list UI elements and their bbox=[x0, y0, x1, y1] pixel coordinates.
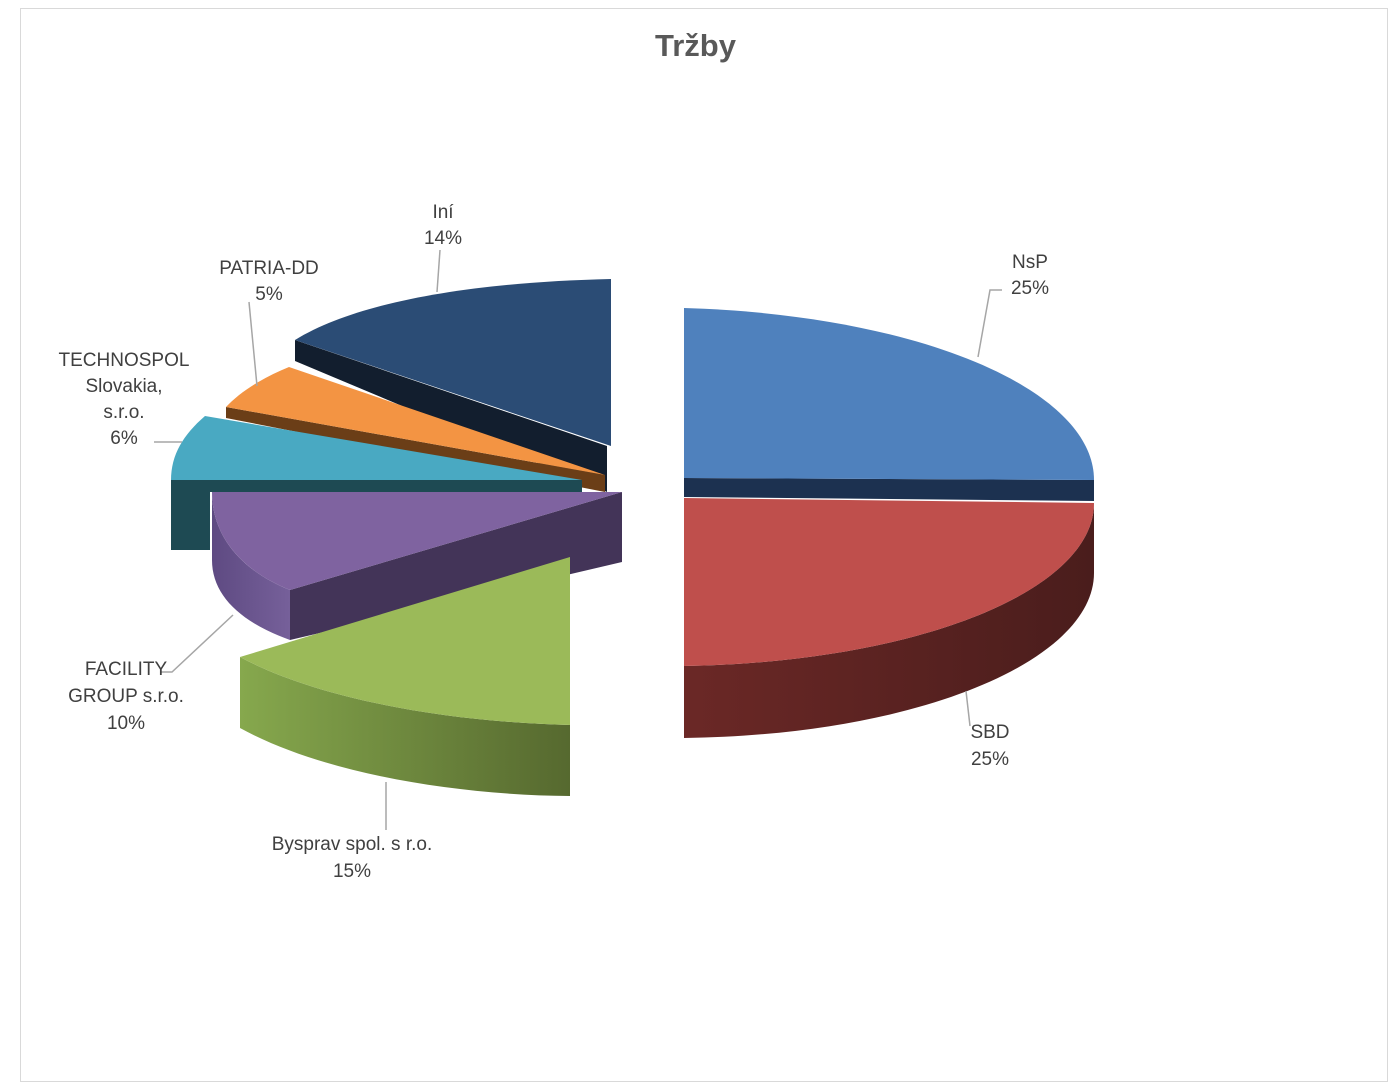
label-ini-name: Iní bbox=[432, 202, 454, 223]
label-patria-pct: 5% bbox=[255, 284, 283, 305]
slice-ini-top bbox=[295, 279, 611, 446]
slice-technospol-top bbox=[171, 416, 582, 480]
slice-patria-top bbox=[226, 367, 605, 475]
slice-bysprav-side bbox=[240, 657, 570, 796]
slice-nsp-top bbox=[684, 308, 1094, 480]
label-technospol-pct: 6% bbox=[110, 428, 138, 449]
slice-facility-top bbox=[212, 492, 622, 590]
slice-sbd[interactable] bbox=[684, 498, 1094, 738]
label-sbd-pct: 25% bbox=[971, 749, 1009, 770]
label-nsp-pct: 25% bbox=[1011, 278, 1049, 299]
label-sbd-name: SBD bbox=[970, 722, 1009, 743]
label-bysprav-pct: 15% bbox=[333, 861, 371, 882]
leader-line-ini bbox=[436, 249, 441, 293]
label-facility-name-line1: FACILITY bbox=[85, 659, 168, 680]
slice-facility-side-curve bbox=[212, 492, 290, 640]
label-technospol-name-line1: TECHNOSPOL bbox=[59, 350, 190, 371]
slice-facility[interactable] bbox=[212, 492, 622, 640]
leader-lines bbox=[154, 249, 1002, 830]
leader-line-sbd bbox=[965, 690, 971, 727]
label-patria-name: PATRIA-DD bbox=[219, 258, 319, 279]
slice-nsp[interactable] bbox=[684, 308, 1094, 501]
label-ini-pct: 14% bbox=[424, 228, 462, 249]
label-nsp-name: NsP bbox=[1012, 252, 1048, 273]
label-facility-pct: 10% bbox=[107, 713, 145, 734]
slice-nsp-side bbox=[684, 478, 1094, 501]
data-labels: NsP 25% SBD 25% Bysprav spol. s r.o. 15%… bbox=[59, 202, 1050, 882]
slice-technospol-side bbox=[171, 480, 582, 550]
slice-bysprav[interactable] bbox=[240, 557, 570, 796]
slice-sbd-top bbox=[684, 498, 1094, 666]
chart-title: Tržby bbox=[655, 28, 736, 63]
slice-technospol[interactable] bbox=[171, 416, 582, 550]
leader-line-nsp bbox=[977, 289, 1002, 358]
slice-facility-side-flat bbox=[290, 492, 622, 640]
label-bysprav-name: Bysprav spol. s r.o. bbox=[272, 834, 433, 855]
slice-sbd-side bbox=[684, 503, 1094, 738]
label-technospol-name-line3: s.r.o. bbox=[103, 402, 144, 423]
label-technospol-name-line2: Slovakia, bbox=[85, 376, 162, 397]
label-facility-name-line2: GROUP s.r.o. bbox=[68, 686, 184, 707]
slice-bysprav-top bbox=[240, 557, 570, 725]
leader-line-patria bbox=[248, 301, 258, 387]
leader-line-facility bbox=[160, 614, 234, 673]
